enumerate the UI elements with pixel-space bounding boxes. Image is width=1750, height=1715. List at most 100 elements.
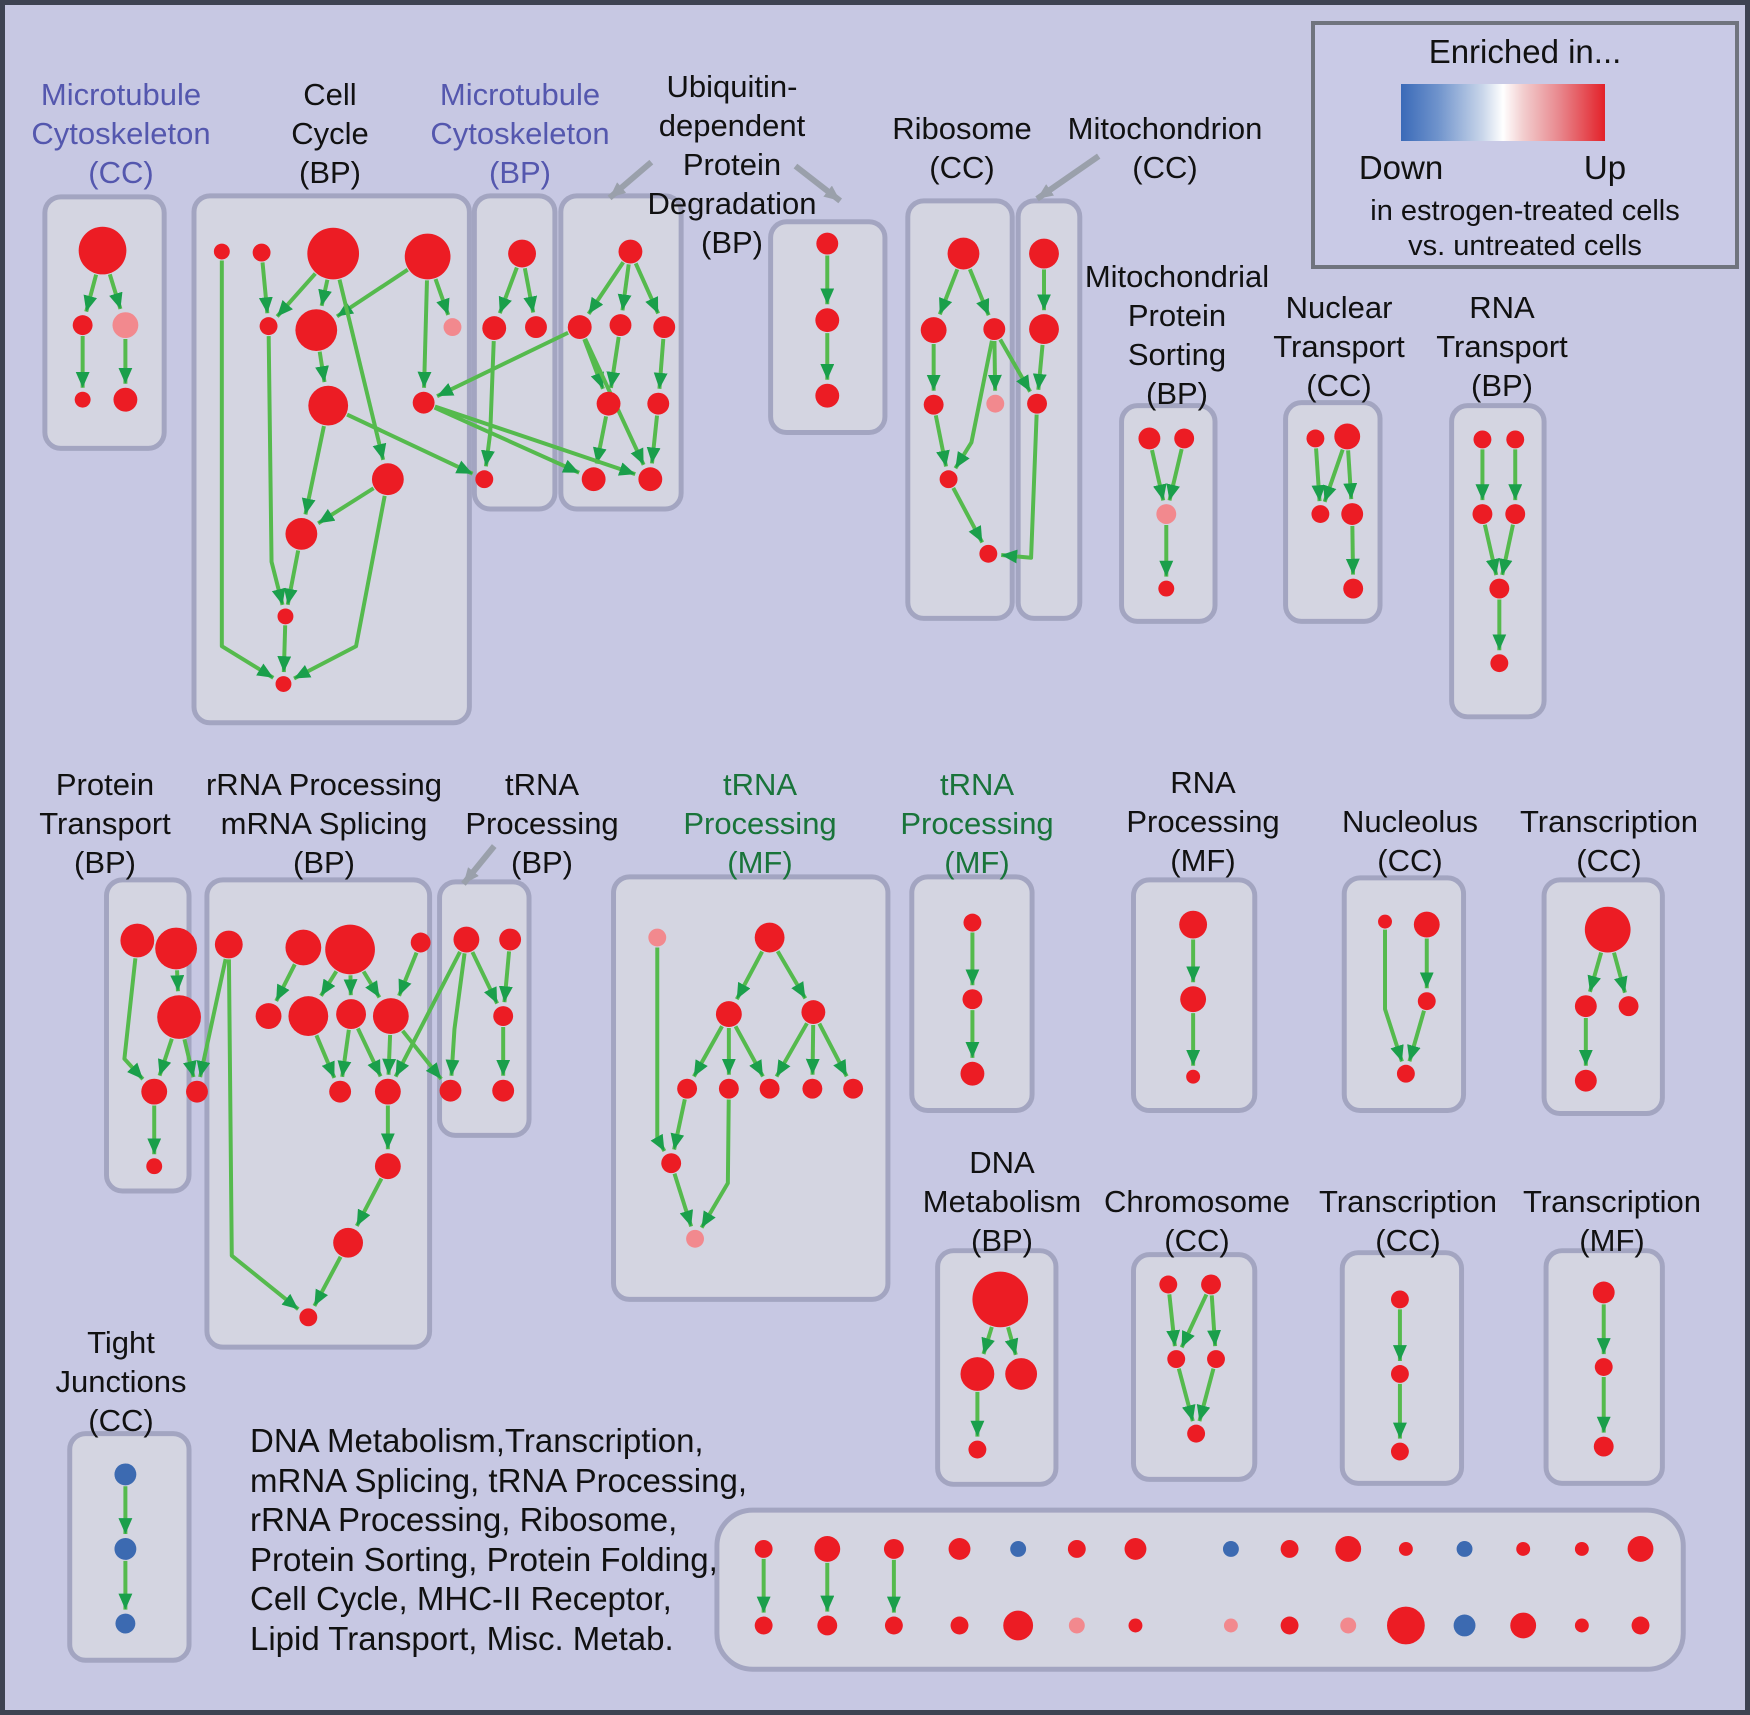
- edge-ribosome-cc: [937, 268, 960, 316]
- go-term-node-red: [1187, 1424, 1206, 1443]
- label-pointer-arrows: [461, 153, 1101, 886]
- go-term-node-red: [1472, 504, 1493, 524]
- go-term-node-red: [1334, 423, 1361, 450]
- go-term-node-red: [493, 1006, 514, 1027]
- edge-ubiquitin-degradation-bp: [586, 261, 625, 316]
- go-term-node-red: [1174, 428, 1195, 449]
- go-term-node-red: [1167, 1350, 1186, 1369]
- go-term-node-red: [1124, 1538, 1147, 1560]
- go-term-node-red: [816, 232, 839, 255]
- go-term-node-red: [1179, 910, 1208, 939]
- edge-ribosome-cc: [951, 487, 985, 544]
- go-term-node-red: [285, 929, 322, 966]
- go-term-node-red: [255, 1003, 282, 1029]
- go-term-node-red: [754, 922, 785, 953]
- go-term-node-red: [801, 1000, 826, 1025]
- go-term-node-red: [962, 989, 983, 1010]
- nodes-layer: [72, 226, 1654, 1645]
- edge-rrna-processing-mrna-splicing-bp: [319, 970, 339, 997]
- go-term-node-red: [333, 1227, 364, 1258]
- go-term-node-pink: [443, 318, 462, 337]
- go-term-node-red: [1005, 1358, 1038, 1390]
- edge-rrna-processing-mrna-splicing-bp: [337, 1029, 352, 1078]
- go-term-node-red: [295, 309, 338, 351]
- edge-ubiquitin-degradation-bp: [617, 264, 632, 311]
- go-term-node-red: [288, 996, 329, 1036]
- go-term-node-red: [754, 1539, 773, 1558]
- edge-trna-processing-mf-1: [817, 1022, 849, 1078]
- go-term-node-red: [972, 1271, 1029, 1328]
- go-term-node-red: [1618, 996, 1639, 1017]
- edge-ubiquitin-degradation-bp: [606, 336, 621, 389]
- legend-title: Enriched in...: [1428, 33, 1622, 70]
- edge-trna-processing-mf-1: [775, 950, 808, 1000]
- edge-rna-transport-bp: [1498, 524, 1515, 576]
- go-term-node-red: [525, 316, 547, 339]
- go-term-node-red: [74, 391, 91, 408]
- go-term-node-red: [285, 517, 318, 550]
- label-pointer-arrow-icon: [607, 159, 654, 201]
- edge-protein-transport-bp: [182, 1038, 197, 1078]
- edge-cell-cycle: [258, 262, 273, 314]
- label-pointer-arrow-icon: [1035, 153, 1101, 202]
- go-term-node-red: [1180, 986, 1207, 1013]
- go-term-node-pink: [1156, 504, 1177, 524]
- go-term-node-red: [754, 1616, 773, 1635]
- go-term-node-red: [567, 315, 592, 340]
- go-term-node-red: [1343, 578, 1364, 599]
- go-term-node-red: [259, 317, 278, 336]
- edge-ubiquitin-degradation-bp: [592, 415, 609, 464]
- go-term-node-red: [1201, 1274, 1221, 1295]
- go-term-node-red: [372, 998, 409, 1034]
- go-term-node-red: [213, 243, 230, 260]
- go-term-node-red: [329, 1080, 352, 1103]
- go-term-node-red: [1390, 1290, 1409, 1309]
- go-term-node-red: [214, 930, 243, 959]
- go-term-node-red: [1584, 906, 1631, 953]
- go-term-node-red: [508, 239, 536, 268]
- cluster-box-misc-terms-strip: [714, 1507, 1686, 1672]
- cluster-box-transcription-cc-mid: [1541, 877, 1665, 1116]
- edge-nucleolus-cc: [1383, 929, 1404, 1063]
- legend-up-label: Up: [1583, 149, 1627, 186]
- go-term-node-red: [1029, 238, 1059, 269]
- legend-down-label: Down: [1358, 149, 1444, 186]
- edge-rrna-processing-mrna-splicing-bp: [397, 951, 419, 997]
- go-term-node-red: [647, 392, 670, 415]
- go-term-node-red: [1510, 1612, 1537, 1639]
- go-term-node-red: [923, 394, 944, 415]
- edge-dna-metabolism-bp: [1004, 1326, 1019, 1356]
- go-term-node-red: [1516, 1541, 1531, 1556]
- edge-mitochondrial-protein-sorting-bp: [1166, 448, 1184, 501]
- go-term-node-red: [1574, 1541, 1589, 1556]
- cross-edge: [346, 412, 474, 476]
- edge-rrna-processing-mrna-splicing-bp: [382, 1034, 397, 1075]
- go-term-node-red: [960, 1061, 985, 1086]
- go-term-node-red: [336, 999, 366, 1029]
- go-term-node-pink: [648, 928, 667, 947]
- go-term-node-red: [308, 385, 349, 426]
- edge-cell-cycle: [277, 625, 292, 673]
- go-term-node-red: [653, 316, 676, 339]
- edge-cell-cycle: [293, 495, 387, 681]
- edge-cell-cycle: [335, 268, 409, 319]
- edge-nuclear-transport-cc: [1322, 448, 1345, 503]
- go-term-node-red: [113, 387, 138, 412]
- edge-cell-cycle: [266, 336, 286, 606]
- edge-dna-metabolism-bp: [981, 1326, 995, 1355]
- edge-microtubule-cytoskeleton-cc: [83, 274, 99, 313]
- edge-nuclear-transport-cc: [1343, 450, 1358, 500]
- go-term-node-red: [1003, 1610, 1034, 1641]
- legend: Enriched in... Down Up in estrogen-treat…: [1311, 21, 1739, 269]
- go-term-node-red: [1390, 1365, 1409, 1383]
- go-term-node-red: [374, 1078, 401, 1105]
- edge-trna-processing-mf-1: [699, 1099, 731, 1229]
- edge-trna-processing-mf-1: [805, 1024, 820, 1075]
- go-term-node-red: [499, 928, 522, 951]
- go-term-node-red: [1186, 1069, 1201, 1084]
- edge-protein-transport-bp: [122, 958, 145, 1081]
- edge-trna-processing-mf-1: [774, 1022, 809, 1078]
- edge-rrna-processing-mrna-splicing-bp: [356, 1027, 383, 1078]
- go-term-node-blue: [1453, 1614, 1476, 1637]
